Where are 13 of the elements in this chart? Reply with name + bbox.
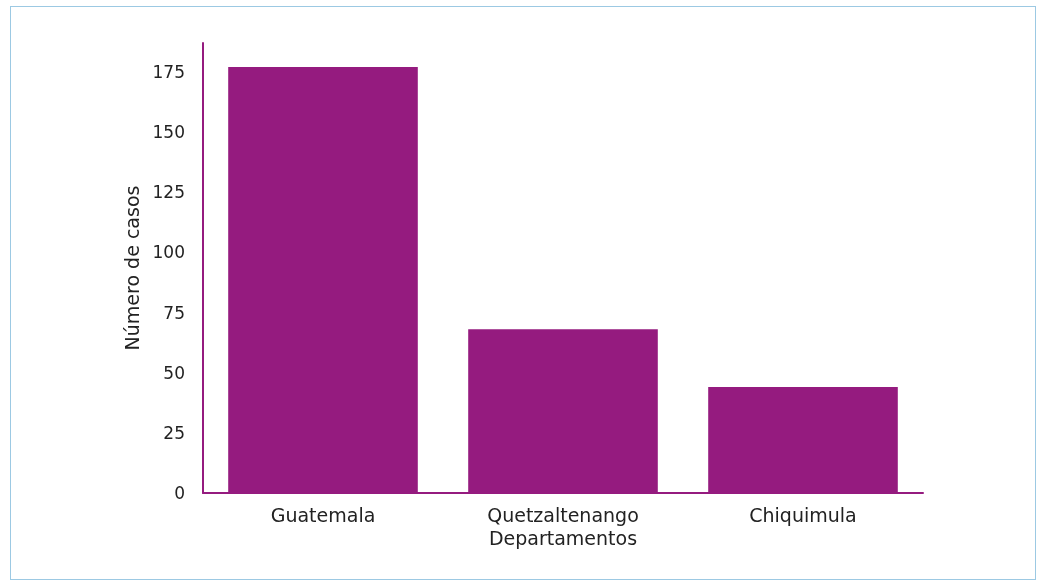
y-tick-label: 50 — [163, 362, 185, 383]
y-tick-label: 125 — [152, 182, 185, 203]
y-tick-label: 150 — [152, 122, 185, 143]
x-tick-label: Chiquimula — [749, 503, 857, 526]
y-tick-label: 25 — [163, 422, 185, 443]
y-tick-label: 100 — [152, 242, 185, 263]
y-tick-label: 0 — [174, 483, 185, 503]
x-tick-label: Guatemala — [270, 503, 376, 526]
y-axis-title: Número de casos — [121, 185, 144, 351]
x-axis-title: Departamentos — [488, 527, 638, 550]
y-tick-label: 175 — [152, 61, 185, 82]
x-tick-label: Quetzaltenango — [487, 503, 639, 526]
y-tick-label: 75 — [163, 302, 185, 323]
